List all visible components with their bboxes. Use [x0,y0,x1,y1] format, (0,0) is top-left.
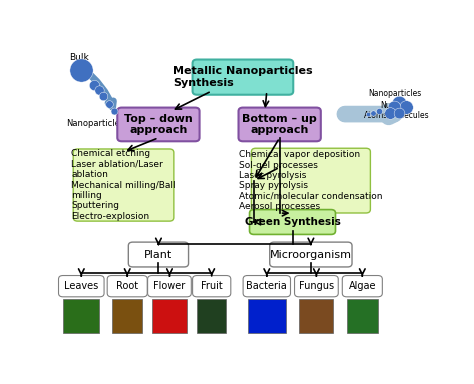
Text: Metallic Nanoparticles
Synthesis: Metallic Nanoparticles Synthesis [173,66,313,88]
FancyBboxPatch shape [147,276,191,297]
Text: Bulk: Bulk [70,53,89,62]
FancyBboxPatch shape [249,210,336,234]
Text: Flower: Flower [153,281,186,291]
Text: Root: Root [116,281,138,291]
Point [364,111,372,117]
Text: Green Synthesis: Green Synthesis [245,217,340,227]
Text: Bacteria: Bacteria [246,281,287,291]
FancyBboxPatch shape [152,299,187,333]
Text: Bottom – up
approach: Bottom – up approach [242,114,317,135]
FancyBboxPatch shape [117,108,200,141]
FancyBboxPatch shape [107,276,147,297]
Point [77,67,84,73]
Point [395,100,403,106]
Text: Leaves: Leaves [64,281,99,291]
FancyBboxPatch shape [128,242,189,267]
Point [95,88,103,94]
FancyBboxPatch shape [73,149,174,221]
Point [395,109,403,116]
Text: Microorganism: Microorganism [270,250,352,260]
FancyBboxPatch shape [342,276,383,297]
Point [386,109,393,116]
Point [375,108,383,114]
Text: Fungus: Fungus [299,281,334,291]
Text: Algae: Algae [348,281,376,291]
FancyBboxPatch shape [243,276,291,297]
Text: Top – down
approach: Top – down approach [124,114,193,135]
Text: Nuclei: Nuclei [381,101,404,109]
FancyBboxPatch shape [197,299,226,333]
Text: Nanoparticles: Nanoparticles [66,119,125,128]
FancyBboxPatch shape [299,299,334,333]
FancyBboxPatch shape [294,276,338,297]
Point [100,93,107,99]
Text: Nanoparticles: Nanoparticles [368,89,421,98]
Text: Plant: Plant [144,250,173,260]
Text: Fruit: Fruit [201,281,223,291]
FancyBboxPatch shape [192,60,293,95]
Text: Atoms/molecules: Atoms/molecules [364,111,430,120]
FancyBboxPatch shape [112,299,143,333]
Point [370,109,377,116]
Point [105,101,113,107]
Point [390,104,397,110]
FancyBboxPatch shape [58,276,104,297]
Point [402,104,410,110]
Text: Chemical vapor deposition
Sol-gel processes
Laser pyrolysis
Spray pyrolysis
Atom: Chemical vapor deposition Sol-gel proces… [239,150,383,211]
FancyBboxPatch shape [238,108,321,141]
FancyBboxPatch shape [64,299,99,333]
Point [91,81,98,88]
Text: Chemical etching
Laser ablation/Laser
ablation
Mechanical milling/Ball
milling
S: Chemical etching Laser ablation/Laser ab… [71,149,176,221]
FancyBboxPatch shape [347,299,378,333]
FancyBboxPatch shape [192,276,231,297]
Point [110,108,118,114]
FancyBboxPatch shape [270,242,352,267]
FancyBboxPatch shape [251,148,370,213]
FancyBboxPatch shape [248,299,286,333]
